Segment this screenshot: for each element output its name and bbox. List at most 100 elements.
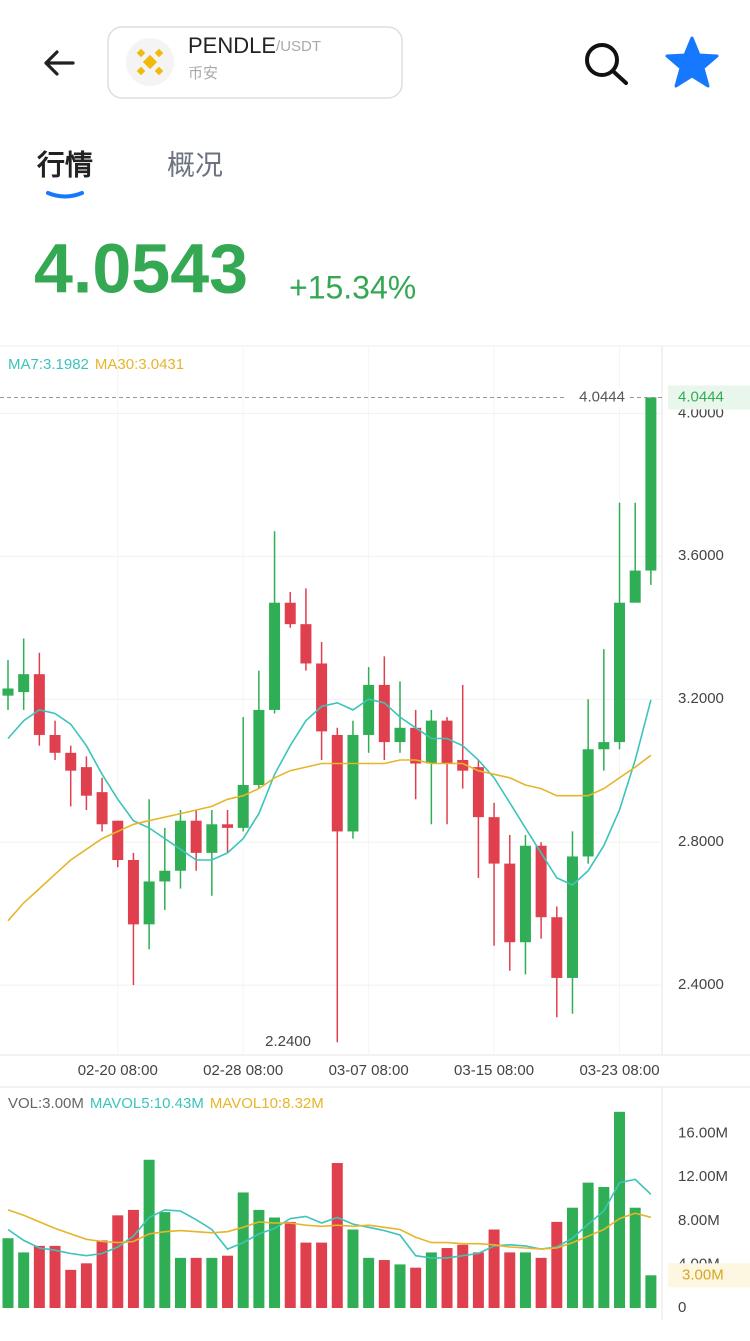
last-price: 4.0543 bbox=[34, 229, 248, 307]
volume-bar bbox=[645, 1275, 657, 1308]
volume-bar bbox=[96, 1240, 108, 1308]
candle-body bbox=[174, 820, 186, 871]
tab-indicator bbox=[46, 191, 84, 199]
candle-body bbox=[363, 684, 375, 735]
ma-line bbox=[7, 1209, 652, 1250]
candle-body bbox=[143, 881, 155, 925]
volume-bar bbox=[237, 1192, 249, 1308]
volume-bar bbox=[222, 1255, 234, 1308]
candle-body bbox=[269, 602, 281, 710]
volume-bar bbox=[159, 1212, 171, 1308]
y-tick-label: 8.00M bbox=[678, 1212, 720, 1229]
volume-bar bbox=[363, 1257, 375, 1308]
candle-body bbox=[519, 845, 531, 943]
volume-bar bbox=[614, 1111, 626, 1308]
volume-bar bbox=[127, 1209, 139, 1308]
volume-bar bbox=[174, 1257, 186, 1308]
back-button[interactable] bbox=[44, 50, 75, 76]
candle-body bbox=[206, 824, 218, 853]
volume-bar bbox=[253, 1209, 265, 1308]
legend-entry: VOL:3.00M bbox=[8, 1095, 84, 1112]
legend-entry: MA7:3.1982 bbox=[8, 356, 89, 373]
candle-body bbox=[222, 824, 234, 828]
candle-body bbox=[49, 734, 61, 753]
x-tick-label: 03-07 08:00 bbox=[329, 1062, 409, 1079]
candle-body bbox=[410, 727, 422, 764]
volume-bar bbox=[190, 1257, 202, 1308]
candle-body bbox=[629, 570, 641, 603]
candle-body bbox=[190, 820, 202, 853]
volume-bar bbox=[629, 1207, 641, 1308]
y-tick-label: 12.00M bbox=[678, 1168, 728, 1185]
candle-body bbox=[127, 860, 139, 925]
exchange-name: 币安 bbox=[188, 65, 218, 82]
volume-bar bbox=[112, 1215, 124, 1308]
volume-bar bbox=[316, 1242, 328, 1308]
tab-market[interactable]: 行情 bbox=[36, 148, 93, 180]
legend-entry: MAVOL5:10.43M bbox=[90, 1095, 204, 1112]
x-tick-label: 03-23 08:00 bbox=[579, 1062, 659, 1079]
volume-bar bbox=[347, 1229, 359, 1308]
volume-bar bbox=[18, 1252, 30, 1308]
candle-body bbox=[551, 917, 563, 978]
y-tick-label: 2.8000 bbox=[678, 833, 724, 850]
volume-bar bbox=[65, 1269, 77, 1308]
candle-body bbox=[18, 674, 30, 693]
volume-bar bbox=[33, 1245, 45, 1308]
candle-body bbox=[33, 674, 45, 735]
ma-line bbox=[7, 754, 652, 922]
volume-bar bbox=[535, 1257, 547, 1308]
volume-bar bbox=[425, 1252, 437, 1308]
candle-body bbox=[2, 688, 14, 696]
volume-bar bbox=[300, 1242, 312, 1308]
ma-line bbox=[7, 698, 652, 886]
candle-body bbox=[488, 817, 500, 864]
last-price-axis-label: 4.0444 bbox=[678, 388, 724, 405]
volume-bar bbox=[410, 1267, 422, 1308]
candle-body bbox=[614, 602, 626, 743]
pair-name: PENDLE/USDT bbox=[188, 33, 321, 58]
volume-bar bbox=[441, 1248, 453, 1308]
candle-body bbox=[378, 684, 390, 743]
legend-entry: MAVOL10:8.32M bbox=[210, 1095, 324, 1112]
candle-body bbox=[96, 792, 108, 825]
search-button[interactable] bbox=[585, 43, 628, 85]
vol-legend: VOL:3.00M MAVOL5:10.43M MAVOL10:8.32M bbox=[8, 1095, 324, 1112]
x-tick-label: 02-28 08:00 bbox=[203, 1062, 283, 1079]
tab-overview[interactable]: 概况 bbox=[167, 149, 223, 180]
candle-body bbox=[159, 870, 171, 882]
candle-body bbox=[582, 749, 594, 857]
volume-bar bbox=[2, 1238, 14, 1308]
volume-bar bbox=[394, 1264, 406, 1308]
y-tick-label: 16.00M bbox=[678, 1125, 728, 1142]
last-price-tag: 4.0444 bbox=[579, 388, 625, 405]
candle-body bbox=[253, 709, 265, 785]
candle-body bbox=[65, 752, 77, 771]
y-tick-label: 3.2000 bbox=[678, 690, 724, 707]
last-price-axis-bg bbox=[668, 385, 750, 410]
volume-bar bbox=[504, 1252, 516, 1308]
candle-body bbox=[598, 742, 610, 750]
candle-body bbox=[441, 720, 453, 764]
volume-bar bbox=[582, 1182, 594, 1308]
candle-body bbox=[284, 602, 296, 625]
pair-selector[interactable] bbox=[107, 26, 403, 99]
volume-bar bbox=[378, 1260, 390, 1308]
favorite-button[interactable] bbox=[665, 36, 719, 88]
candle-body bbox=[394, 727, 406, 743]
candle-body bbox=[645, 397, 657, 571]
volume-bar bbox=[598, 1187, 610, 1308]
candle-body bbox=[566, 856, 578, 978]
volume-bar bbox=[551, 1221, 563, 1308]
candle-body bbox=[504, 863, 516, 943]
legend-entry: MA30:3.0431 bbox=[95, 356, 184, 373]
y-tick-label: 0 bbox=[678, 1299, 686, 1316]
volume-bar bbox=[80, 1263, 92, 1308]
y-tick-label: 3.6000 bbox=[678, 547, 724, 564]
volume-bar bbox=[519, 1252, 531, 1308]
low-price-label: 2.2400 bbox=[265, 1033, 311, 1050]
y-tick-label: 2.4000 bbox=[678, 976, 724, 993]
candle-body bbox=[112, 820, 124, 861]
candle-body bbox=[535, 845, 547, 918]
